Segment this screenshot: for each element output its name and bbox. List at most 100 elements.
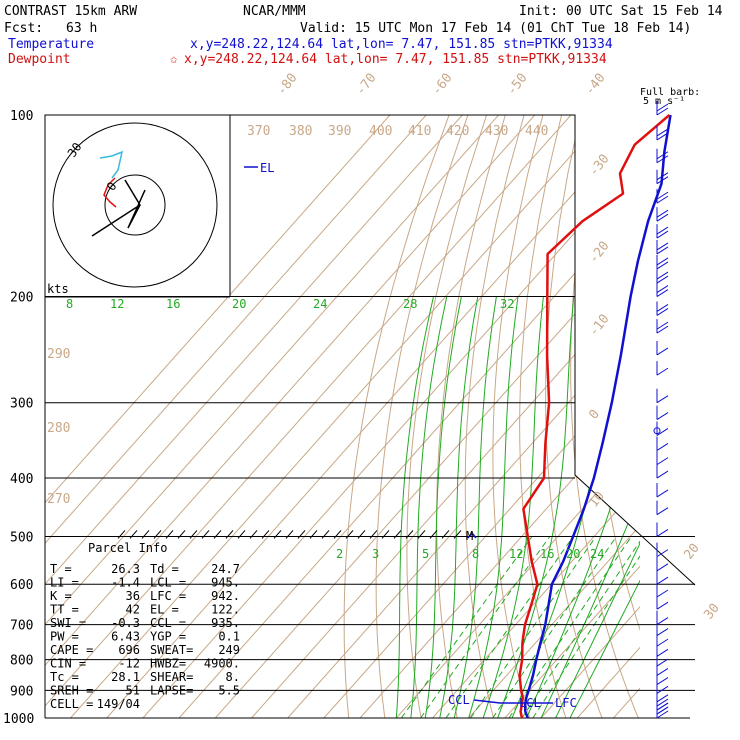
parcel-row-label: CAPE = [50, 643, 93, 657]
level-tick [297, 530, 306, 539]
isotherm-line [323, 115, 640, 718]
wind-barb-flag [656, 601, 669, 610]
parcel-row-label: LI = [50, 576, 79, 590]
parcel-row-value: 5.5 [218, 684, 240, 698]
wind-barb-flag [656, 698, 669, 707]
isotherm-line [106, 115, 640, 718]
star-icon: ✩ [170, 52, 178, 67]
wind-barb-flag [656, 658, 669, 667]
el-label: EL [260, 161, 274, 175]
parcel-row-label: YGP = [150, 630, 186, 644]
hodograph-ring-label: 30 [65, 140, 85, 160]
parcel-row-value: 0.1 [218, 630, 240, 644]
wind-barb-flag [656, 321, 669, 330]
level-tick [285, 530, 294, 539]
storm-motion-arrow [91, 179, 146, 237]
parcel-row-value: 122. [211, 603, 240, 617]
isotherm-line [45, 115, 499, 718]
parcel-row-label: SWI = [50, 616, 86, 630]
level-tick [273, 530, 282, 539]
moist-adiabat-label: 32 [500, 297, 514, 311]
parcel-row-label: LCL = [150, 576, 186, 590]
wind-barb-flag [656, 668, 669, 676]
level-tick [441, 530, 450, 539]
wind-barb-flag [656, 172, 669, 181]
parcel-row-label: SHEAR= [150, 670, 193, 684]
parcel-info-title: Parcel Info [88, 541, 167, 555]
parcel-row-label: PW = [50, 630, 79, 644]
dry-adiabat-line [464, 115, 525, 718]
model-title: CONTRAST 15km ARW [4, 4, 137, 19]
wind-barb-flag [656, 507, 669, 516]
wind-barb-flag [656, 677, 669, 685]
wind-barb-flag [656, 304, 669, 312]
temperature-legend: Temperature [8, 37, 94, 52]
wind-barb-flag [656, 132, 669, 141]
pressure-tick-label: 900 [10, 684, 33, 699]
calm-wind-circle [653, 427, 661, 435]
dewpoint-profile-line [518, 114, 671, 719]
isotherm-line [45, 115, 463, 718]
parcel-row-value: -12 [118, 657, 140, 671]
wind-barb-flag [656, 638, 669, 647]
dry-adiabat-line [519, 115, 567, 718]
parcel-row-value: 942. [211, 589, 240, 603]
level-tick [309, 530, 318, 539]
dewpoint-location: x,y=248.22,124.64 lat,lon= 7.47, 151.85 … [184, 52, 607, 67]
wind-barb-flag [656, 209, 669, 218]
pressure-tick-label: 400 [10, 472, 33, 487]
dry-adiabat-line [664, 115, 740, 718]
mixing-ratio-label: 3 [372, 547, 379, 561]
isotherm-line [251, 115, 640, 718]
wind-barb-flag [656, 107, 669, 116]
dry-adiabat-line [436, 115, 506, 718]
dry-adiabat-line [707, 115, 740, 718]
level-tick [249, 530, 258, 539]
level-tick [369, 530, 378, 539]
isotherm-tick-label: 0 [586, 407, 603, 422]
dry-adiabat-line [343, 115, 450, 718]
theta-tick-label: 380 [289, 124, 312, 139]
forecast-label: Fcst: [4, 21, 43, 36]
m-marker [467, 531, 477, 539]
parcel-row-label: T = [50, 562, 72, 576]
parcel-row-value: 149/04 [97, 697, 140, 711]
theta-tick-label: 290 [47, 347, 70, 362]
mixing-ratio-line [420, 536, 551, 718]
wind-barb-flag [656, 457, 669, 466]
parcel-row-label: Td = [150, 562, 179, 576]
pressure-tick-label: 600 [10, 578, 33, 593]
parcel-row-value: 6.43 [111, 630, 140, 644]
lfc-label: LFC [555, 696, 577, 710]
wind-barb-flag [656, 367, 669, 376]
theta-tick-label: 280 [47, 421, 70, 436]
wind-barb-flag [656, 155, 669, 164]
parcel-row-value: -0.3 [111, 616, 140, 630]
barb-key-units: 5 m s⁻¹ [643, 96, 685, 107]
wind-barb-flag [656, 261, 669, 270]
wind-barb-flag [656, 710, 669, 719]
level-tick [201, 530, 210, 539]
wind-barb-flag [656, 395, 669, 404]
isotherm-line [468, 115, 640, 718]
isotherm-tick-label: -50 [504, 71, 530, 99]
parcel-row-label: LFC = [150, 589, 186, 603]
wind-barb-flag [656, 628, 669, 637]
moist-adiabat-line [424, 296, 462, 718]
theta-tick-label: 410 [408, 124, 431, 139]
parcel-row-value: 935. [211, 616, 240, 630]
parcel-row-value: 4900. [204, 657, 240, 671]
moist-adiabat-line [439, 296, 479, 718]
parcel-row-value: 945. [211, 576, 240, 590]
wind-barb-flag [656, 325, 669, 334]
level-tick [453, 530, 462, 539]
mixing-ratio-label: 12 [509, 547, 523, 561]
barb-key-title: Full barb: [640, 87, 700, 98]
wind-barb-flag [656, 151, 669, 160]
ccl-label: CCL [448, 693, 470, 707]
dry-adiabat-line [618, 115, 640, 718]
wind-barb-flag [656, 685, 669, 694]
isotherm-tick-label: -30 [586, 152, 612, 180]
lcl-label: LCL [519, 696, 541, 710]
